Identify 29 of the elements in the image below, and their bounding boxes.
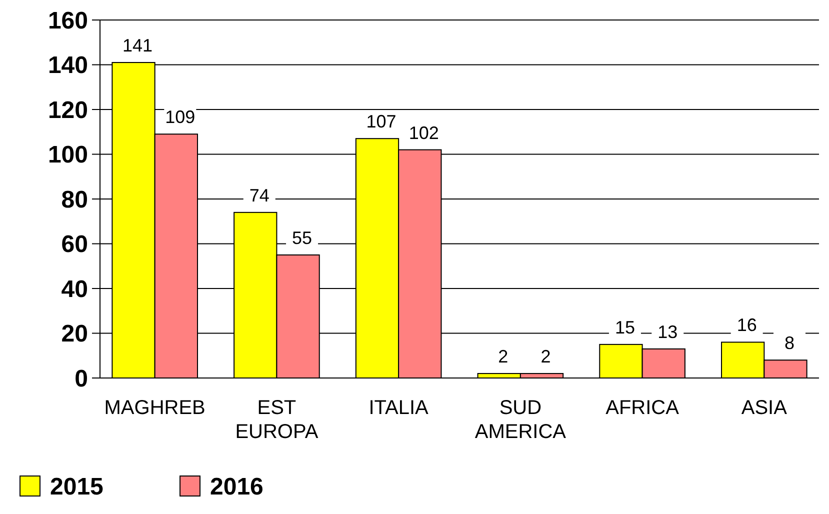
data-label: 109 bbox=[165, 107, 196, 128]
data-label: 15 bbox=[614, 317, 635, 338]
data-label: 2 bbox=[498, 346, 508, 367]
y-tick-label: 100 bbox=[48, 142, 88, 169]
x-tick-label: ASIA bbox=[741, 397, 788, 419]
y-tick-label: 40 bbox=[61, 276, 88, 303]
data-label: 107 bbox=[366, 112, 396, 132]
data-label: 74 bbox=[249, 185, 270, 206]
y-tick-label: 0 bbox=[74, 365, 88, 392]
x-tick-label: EST EUROPA bbox=[235, 397, 319, 443]
y-tick-label: 80 bbox=[61, 186, 88, 214]
x-tick-label: ITALIA bbox=[368, 397, 430, 419]
y-tick-label: 160 bbox=[48, 7, 88, 34]
y-tick-label: 140 bbox=[48, 52, 88, 80]
x-tick-label: MAGHREB bbox=[104, 397, 206, 419]
legend-label: 2015 bbox=[50, 473, 104, 500]
data-label: 13 bbox=[658, 322, 678, 342]
y-tick-label: 60 bbox=[61, 231, 88, 258]
data-label: 55 bbox=[292, 228, 312, 248]
data-label: 16 bbox=[736, 315, 757, 336]
data-label: 102 bbox=[408, 122, 439, 143]
y-tick-label: 20 bbox=[61, 320, 88, 348]
data-label: 2 bbox=[540, 346, 551, 367]
data-label: 141 bbox=[122, 36, 153, 56]
x-tick-label: SUD AMERICA bbox=[474, 397, 567, 443]
x-tick-label: AFRICA bbox=[606, 397, 680, 419]
y-tick-label: 120 bbox=[48, 96, 88, 124]
data-label: 8 bbox=[784, 333, 794, 354]
legend-label: 2016 bbox=[210, 473, 264, 500]
